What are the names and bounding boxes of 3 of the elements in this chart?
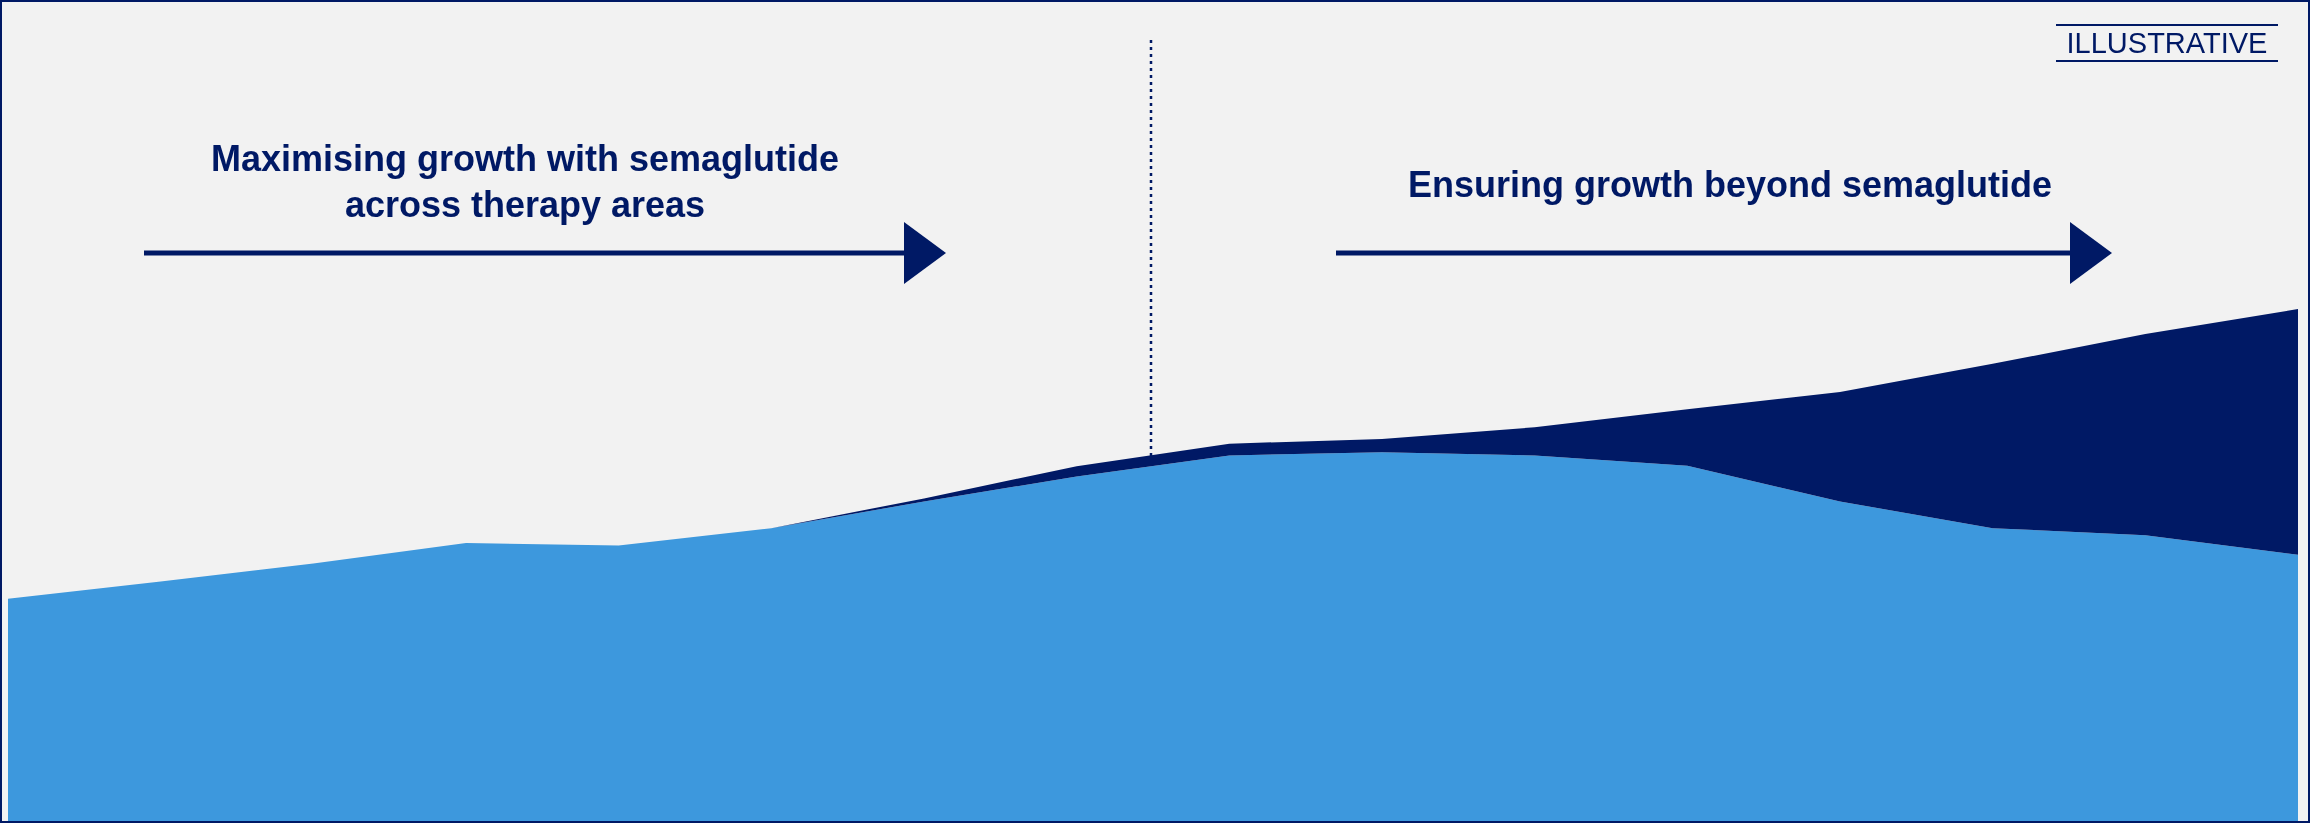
- text: Ensuring growth beyond semaglutide: [1406, 163, 2053, 207]
- text: ILLUSTRATIVE: [2056, 24, 2278, 62]
- text: Maximising growth with semaglutide across therapy areas: [209, 137, 841, 227]
